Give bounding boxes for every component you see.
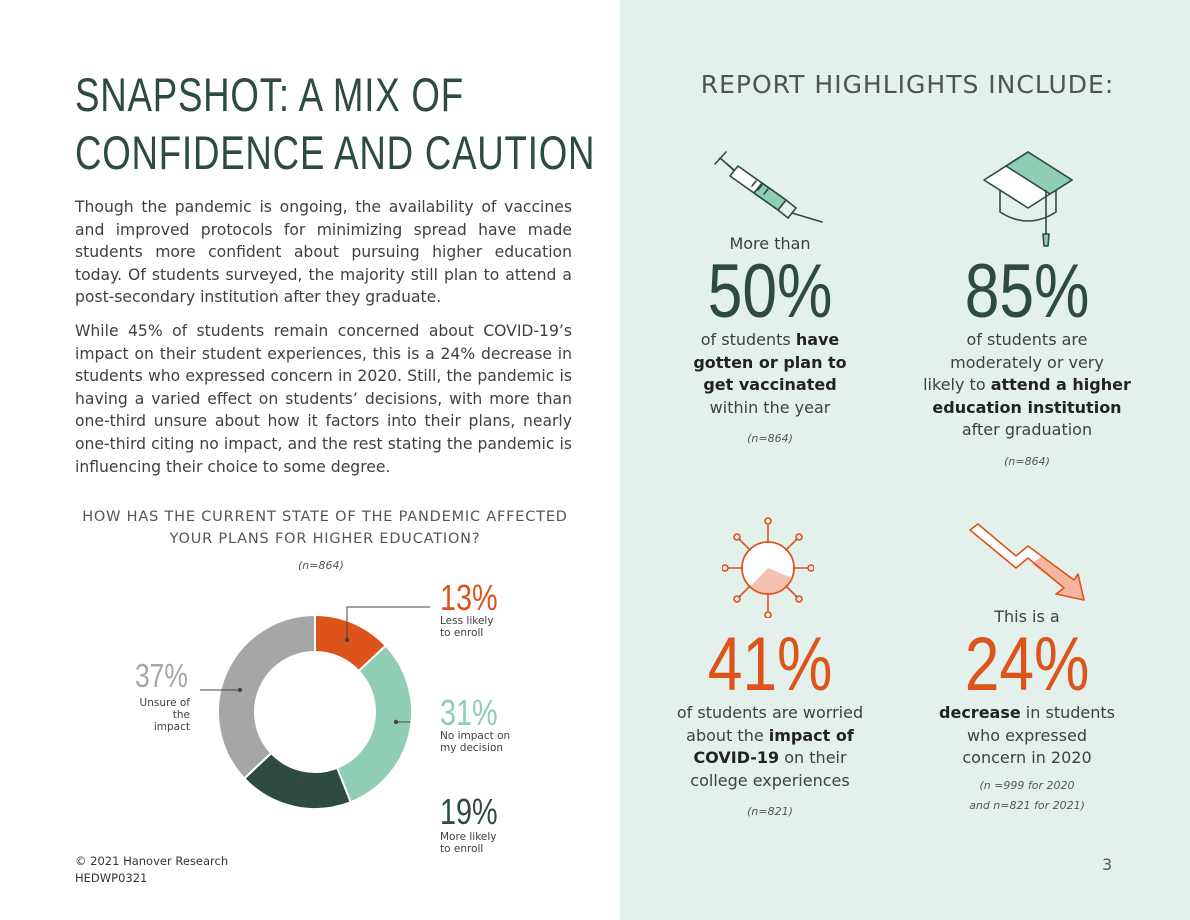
leader-line-less-likely: [346, 606, 430, 640]
stat-vaccinated-desc: of students have gotten or plan to get v…: [693, 330, 847, 417]
decrease-arrow-icon: [969, 523, 1085, 601]
stat-vaccinated: More than 50% of students have gotten or…: [660, 233, 880, 449]
stat-vaccinated-value: 50%: [707, 249, 833, 334]
footer: © 2021 Hanover Research HEDWP0321: [75, 853, 228, 887]
stat-decrease: This is a 24% decrease in students who e…: [917, 606, 1137, 816]
page-title: SNAPSHOT: A MIX OF CONFIDENCE AND CAUTION: [75, 66, 595, 182]
chart-n: (n=864): [298, 559, 344, 572]
stat-worried-n: (n=821): [747, 805, 793, 818]
stat-vaccinated-pre: More than: [729, 234, 811, 253]
paragraph-2: While 45% of students remain concerned a…: [75, 322, 572, 476]
page-number: 3: [1102, 855, 1113, 874]
left-panel: [0, 0, 620, 920]
slice-label-more-likely: More likely to enroll: [440, 831, 497, 855]
highlights-title: REPORT HIGHLIGHTS INCLUDE:: [700, 70, 1115, 99]
paragraph-1: Though the pandemic is ongoing, the avai…: [75, 198, 572, 307]
stat-attend-n: (n=864): [1004, 454, 1050, 468]
title-line1-rest: A MIX OF: [298, 68, 464, 121]
stat-attend-desc: of students are moderately or very likel…: [923, 330, 1131, 439]
slice-pct-unsure: 37%: [135, 657, 188, 694]
title-bold: SNAPSHOT:: [75, 68, 290, 121]
right-panel: [620, 0, 1190, 920]
donut-chart: [200, 606, 430, 810]
slice-pct-less-likely: 13%: [440, 577, 498, 618]
stat-decrease-pre: This is a: [994, 607, 1060, 626]
copyright: © 2021 Hanover Research: [75, 854, 229, 868]
slice-label-no-impact: No impact on my decision: [440, 730, 511, 754]
stat-worried-desc: of students are worried about the impact…: [676, 703, 864, 790]
doc-code: HEDWP0321: [75, 871, 148, 885]
title-line2: CONFIDENCE AND CAUTION: [75, 126, 596, 179]
donut-slice-unsure: [217, 613, 316, 780]
slice-pct-more-likely: 19%: [440, 791, 498, 832]
slice-label-less-likely: Less likely to enroll: [440, 615, 494, 639]
stat-decrease-desc: decrease in students who expressed conce…: [939, 703, 1115, 767]
stat-attend-value: 85%: [964, 249, 1090, 334]
stat-decrease-value: 24%: [964, 622, 1090, 707]
stat-decrease-n: (n =999 for 2020 and n=821 for 2021): [969, 778, 1085, 812]
slice-pct-no-impact: 31%: [440, 692, 498, 733]
stat-attend: 85% of students are moderately or very l…: [912, 249, 1142, 472]
stat-worried: 41% of students are worried about the im…: [650, 622, 890, 822]
chart-title: HOW HAS THE CURRENT STATE OF THE PANDEMI…: [82, 509, 568, 547]
slice-label-unsure: Unsure of the impact: [139, 697, 190, 733]
stat-worried-value: 41%: [707, 622, 833, 707]
virus-icon: [722, 517, 814, 618]
stat-vaccinated-n: (n=864): [747, 432, 793, 445]
donut-slice-no-impact: [335, 644, 413, 804]
syringe-icon: [714, 151, 823, 223]
graduation-cap-icon: [983, 151, 1073, 247]
